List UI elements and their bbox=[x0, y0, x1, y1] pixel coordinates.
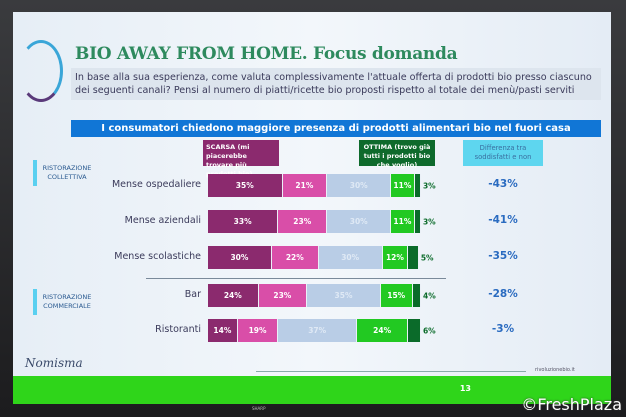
bar-segment-buona: 11% bbox=[391, 210, 415, 233]
difference-label: -3% bbox=[491, 323, 515, 335]
bar-segment-label: 3% bbox=[422, 217, 436, 226]
stacked-bar: 24% 23% 35% 15% 4% bbox=[208, 284, 436, 307]
bar-segment-neutrale: 30% bbox=[327, 174, 392, 197]
bar-segment-scarsa: 30% bbox=[208, 246, 272, 269]
footer-site: rivoluzionebio.it bbox=[535, 367, 575, 373]
bar-segment-scarsa: 24% bbox=[208, 284, 259, 307]
eu-organic-logo-icon bbox=[19, 40, 63, 102]
group-label-collettiva: RISTORAZIONE COLLETTIVA bbox=[33, 160, 97, 186]
bar-segment-buona: 11% bbox=[391, 174, 415, 197]
bar-segment-scarsa-moderata: 22% bbox=[271, 246, 319, 269]
survey-question: In base alla sua esperienza, come valuta… bbox=[71, 68, 601, 100]
headline-banner: I consumatori chiedono maggiore presenza… bbox=[71, 120, 601, 137]
footer-band: 13 bbox=[13, 376, 611, 404]
slide: BIO AWAY FROM HOME. Focus domanda In bas… bbox=[13, 12, 611, 404]
bar-segment-scarsa-moderata: 21% bbox=[282, 174, 328, 197]
stacked-bar: 30% 22% 30% 12% 5% bbox=[208, 246, 434, 269]
bar-segment-scarsa: 33% bbox=[208, 210, 279, 233]
legend-scarsa: SCARSA (mi piacerebbe trovare più prodot… bbox=[203, 140, 279, 178]
bar-segment-scarsa-moderata: 23% bbox=[278, 210, 328, 233]
page-number: 13 bbox=[459, 384, 471, 393]
bar-segment-ottima: 4% bbox=[412, 284, 436, 307]
bar-segment-label: 6% bbox=[422, 326, 436, 335]
nomisma-logo: Nomisma bbox=[25, 356, 83, 370]
bar-segment-label: 3% bbox=[422, 181, 436, 190]
bar-segment-neutrale: 30% bbox=[318, 246, 383, 269]
stacked-bar: 33% 23% 30% 11% 3% bbox=[208, 210, 436, 233]
category-label: Mense aziendali bbox=[124, 215, 201, 226]
bar-segment-scarsa: 14% bbox=[208, 319, 238, 342]
bar-segment-scarsa-moderata: 23% bbox=[258, 284, 308, 307]
bar-segment-buona: 15% bbox=[380, 284, 413, 307]
bar-segment-scarsa-moderata: 19% bbox=[237, 319, 279, 342]
stacked-bar: 14% 19% 37% 24% 6% bbox=[208, 319, 436, 342]
group-divider bbox=[146, 278, 446, 279]
legend-difference: Differenza tra soddisfatti e non bbox=[463, 140, 543, 166]
category-label: Mense ospedaliere bbox=[111, 179, 201, 190]
bar-segment-buona: 12% bbox=[382, 246, 409, 269]
category-label: Bar bbox=[184, 289, 201, 300]
bar-segment-ottima: 5% bbox=[408, 246, 434, 269]
bar-segment-neutrale: 37% bbox=[278, 319, 358, 342]
bar-segment-label: 5% bbox=[420, 253, 434, 262]
category-label: Ristoranti bbox=[155, 324, 201, 335]
difference-label: -43% bbox=[488, 178, 518, 190]
slide-title: BIO AWAY FROM HOME. Focus domanda bbox=[75, 44, 458, 64]
bar-segment-ottima: 6% bbox=[408, 319, 436, 342]
group-label-commerciale: RISTORAZIONE COMMERCIALE bbox=[33, 289, 97, 315]
footer-divider bbox=[256, 371, 526, 372]
bar-segment-ottima: 3% bbox=[414, 174, 436, 197]
bar-segment-neutrale: 30% bbox=[327, 210, 392, 233]
difference-label: -35% bbox=[488, 250, 518, 262]
watermark: ©FreshPlaza bbox=[521, 395, 622, 414]
difference-label: -28% bbox=[488, 288, 518, 300]
difference-label: -41% bbox=[488, 214, 518, 226]
bar-segment-scarsa: 35% bbox=[208, 174, 283, 197]
monitor-brand: SHARP bbox=[252, 406, 266, 411]
bar-segment-ottima: 3% bbox=[414, 210, 436, 233]
legend-ottima: OTTIMA (trovo già tutti i prodotti bio c… bbox=[359, 140, 435, 169]
bar-segment-label: 4% bbox=[422, 291, 436, 300]
bar-segment-buona: 24% bbox=[357, 319, 409, 342]
bar-segment-neutrale: 35% bbox=[307, 284, 381, 307]
category-label: Mense scolastiche bbox=[114, 251, 201, 262]
stacked-bar: 35% 21% 30% 11% 3% bbox=[208, 174, 436, 197]
